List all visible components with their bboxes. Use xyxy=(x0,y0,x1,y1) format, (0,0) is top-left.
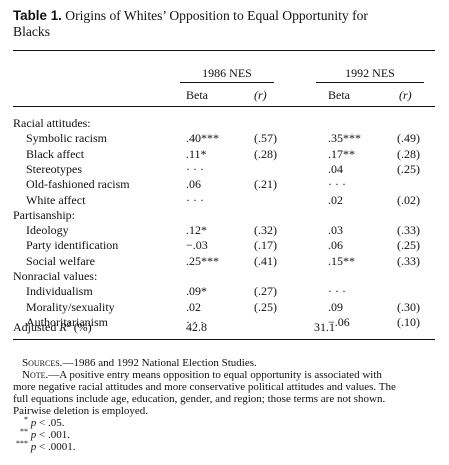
beta-1986: −.03 xyxy=(186,238,208,253)
beta-1992: .06 xyxy=(328,238,343,253)
row-label: Old-fashioned racism xyxy=(26,177,130,192)
row-label: Party identification xyxy=(26,238,119,253)
row-label: Symbolic racism xyxy=(26,131,107,146)
r-1992: (.49) xyxy=(397,131,420,146)
r-1986: (.57) xyxy=(254,131,277,146)
r-1986: (.41) xyxy=(254,253,277,268)
r-1986: (.27) xyxy=(254,284,277,299)
sig-note-1: * p < .05. xyxy=(24,415,65,430)
row-label: Individualism xyxy=(26,284,93,299)
beta-1986: .06 xyxy=(186,177,201,192)
group-label: Racial attitudes: xyxy=(13,116,91,130)
note-line-4: Pairwise deletion is employed. xyxy=(13,405,149,417)
sig-note-2: ** p < .001. xyxy=(20,427,70,442)
header-rule xyxy=(13,106,435,107)
r-1992: (.30) xyxy=(397,299,420,314)
beta-1992: .15** xyxy=(328,253,355,268)
beta-1986: .40*** xyxy=(186,131,219,146)
sources-note: Sources.—1986 and 1992 National Election… xyxy=(22,357,257,369)
col-r-1992: (r) xyxy=(399,88,412,102)
group-label: Partisanship: xyxy=(13,207,75,222)
header-1986: 1986 NES xyxy=(202,66,252,80)
note-line-3: full equations include age, education, g… xyxy=(13,393,386,405)
bottom-rule xyxy=(13,339,435,341)
r-1992: (.28) xyxy=(397,146,420,161)
adjusted-r2-label: Adjusted R2 (%) xyxy=(13,320,92,334)
row-label: Ideology xyxy=(26,223,69,238)
table-caption: Table 1. Origins of Whites’ Opposition t… xyxy=(13,8,433,40)
r-1992: (.10) xyxy=(397,314,420,329)
adjusted-r2-1992: 31.1 xyxy=(314,320,335,334)
r-1992: (.25) xyxy=(397,161,420,176)
beta-1986: .25*** xyxy=(186,253,219,268)
beta-1986: · · · xyxy=(186,161,204,176)
beta-1992: .09 xyxy=(328,299,343,314)
r-1986: (.25) xyxy=(254,299,277,314)
note-line-1: Note.—A positive entry means opposition … xyxy=(22,369,382,381)
table-label: Table 1. xyxy=(13,8,62,23)
beta-1992: .04 xyxy=(328,161,343,176)
row-label: Authoritarianism xyxy=(26,314,108,329)
beta-1986: .11* xyxy=(186,146,207,161)
spanner-rule-1992 xyxy=(316,82,424,83)
beta-1992: · · · xyxy=(328,177,346,192)
beta-1992: .17** xyxy=(328,146,355,161)
row-label: Morality/sexuality xyxy=(26,299,115,314)
table-title-line2: Blacks xyxy=(13,24,50,39)
row-label: White affect xyxy=(26,192,86,207)
col-beta-1992: Beta xyxy=(328,88,350,102)
beta-1992: · · · xyxy=(328,284,346,299)
row-label: Social welfare xyxy=(26,253,95,268)
beta-1992: .35*** xyxy=(328,131,361,146)
note-line-2: more negative racial attitudes and more … xyxy=(13,381,396,393)
beta-1986: .12* xyxy=(186,223,207,238)
table-title-line1: Origins of Whites’ Opposition to Equal O… xyxy=(61,8,368,23)
spanner-rule-1986 xyxy=(180,82,274,83)
beta-1992: .02 xyxy=(328,192,343,207)
beta-1986: · · · xyxy=(186,192,204,207)
adjusted-r2-1986: 42.8 xyxy=(186,320,207,334)
r-1992: (.33) xyxy=(397,253,420,268)
r-1986: (.17) xyxy=(254,238,277,253)
col-beta-1986: Beta xyxy=(186,88,208,102)
r-1992: (.33) xyxy=(397,223,420,238)
col-r-1986: (r) xyxy=(254,88,267,102)
r-1992: (.02) xyxy=(397,192,420,207)
row-label: Black affect xyxy=(26,146,85,161)
beta-1986: .09* xyxy=(186,284,207,299)
beta-1992: −.06 xyxy=(328,314,350,329)
sig-note-3: *** p < .0001. xyxy=(16,439,76,454)
beta-1992: .03 xyxy=(328,223,343,238)
top-rule xyxy=(13,50,435,52)
header-1992: 1992 NES xyxy=(345,66,395,80)
r-1986: (.32) xyxy=(254,223,277,238)
r-1992: (.25) xyxy=(397,238,420,253)
row-label: Stereotypes xyxy=(26,161,82,176)
r-1986: (.28) xyxy=(254,146,277,161)
group-label: Nonracial values: xyxy=(13,269,98,283)
beta-1986: .02 xyxy=(186,299,201,314)
r-1986: (.21) xyxy=(254,177,277,192)
beta-1986: · · · xyxy=(186,314,204,329)
